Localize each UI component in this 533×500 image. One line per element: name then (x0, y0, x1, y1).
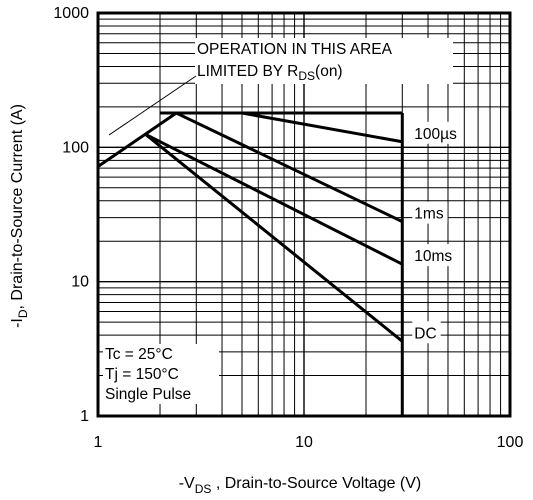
plot-frame (96, 11, 512, 418)
curve-1ms (175, 111, 403, 223)
annotation-background (195, 38, 453, 84)
x-tick-label: 10 (295, 434, 313, 451)
y-tick-label: 1 (80, 408, 89, 425)
curve-labels: 100µs 1ms 10ms DC (412, 121, 461, 344)
condition-tc: Tc = 25°C (105, 346, 173, 363)
conditions-background (103, 344, 219, 404)
curve-dc (144, 133, 404, 343)
soa-boundary (97, 111, 404, 416)
curve-100s (241, 111, 403, 144)
curve-label-10ms: 10ms (414, 248, 452, 265)
y-tick-labels: 1 10 100 1000 (53, 5, 89, 425)
x-tick-labels: 1 10 100 (94, 434, 524, 451)
curve-label-dc: DC (414, 325, 436, 342)
y-tick-label: 10 (71, 274, 89, 291)
x-axis-title: -VDS , Drain-to-Source Voltage (V) (179, 475, 422, 496)
soa-curves (144, 111, 404, 343)
curve-label-background (412, 121, 461, 144)
curve-label-100s: 100µs (414, 126, 457, 143)
condition-pulse: Single Pulse (105, 386, 191, 403)
x-tick-label: 1 (94, 434, 103, 451)
curve-10ms (144, 132, 403, 266)
curve-label-1ms: 1ms (414, 206, 444, 223)
annotation-leader-line (108, 75, 197, 136)
rds-on-limit-line (97, 111, 178, 168)
curve-label-background (412, 321, 441, 344)
y-tick-label: 100 (62, 139, 89, 156)
annotation-line-1: OPERATION IN THIS AREA (197, 41, 393, 58)
condition-tj: Tj = 150°C (105, 366, 179, 383)
curve-label-background (412, 201, 448, 224)
x-tick-label: 100 (497, 434, 524, 451)
curve-label-background (412, 244, 457, 267)
y-axis-title: -ID, Drain-to-Source Current (A) (9, 104, 30, 328)
annotation-line-2: LIMITED BY RDS(on) (197, 63, 343, 83)
y-tick-label: 1000 (53, 5, 89, 22)
